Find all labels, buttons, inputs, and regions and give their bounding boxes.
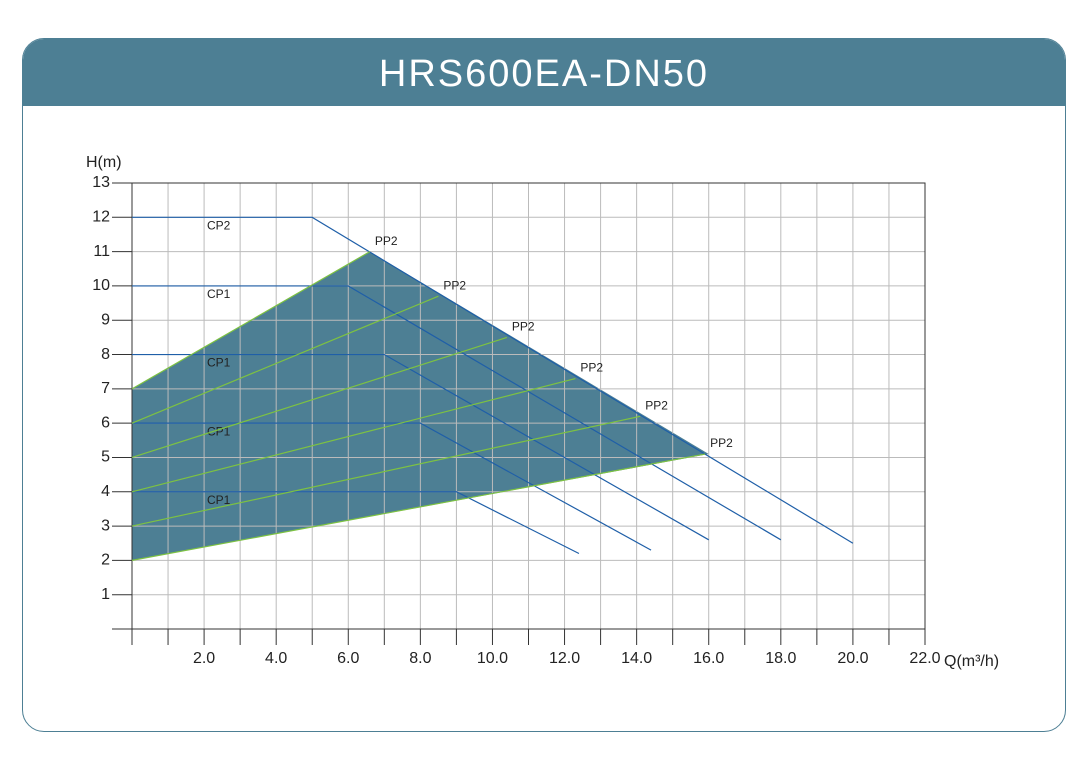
curve-label: PP2 [580, 361, 603, 375]
curve [132, 353, 710, 541]
x-tick-label: 16.0 [693, 650, 724, 667]
x-tick-label: 14.0 [621, 650, 652, 667]
curve-label: CP1 [207, 287, 231, 301]
curve [131, 377, 576, 493]
y-tick-label: 2 [101, 552, 110, 569]
curve [131, 251, 371, 390]
curve [132, 285, 782, 541]
y-tick-label: 3 [101, 517, 110, 534]
curve [131, 415, 641, 527]
y-tick-label: 7 [101, 380, 110, 397]
y-tick-label: 6 [101, 414, 110, 431]
y-tick-label: 8 [101, 346, 110, 363]
curve-label: PP2 [512, 320, 535, 334]
x-tick-label: 20.0 [837, 650, 868, 667]
x-tick-label: 6.0 [337, 650, 359, 667]
x-tick-label: 12.0 [549, 650, 580, 667]
card: HRS600EA-DN50 [22, 38, 1066, 732]
x-tick-label: 22.0 [909, 650, 940, 667]
curve [131, 453, 706, 561]
y-tick-label: 10 [92, 277, 110, 294]
y-tick-label: 11 [93, 243, 110, 260]
curve-label: PP2 [710, 436, 733, 450]
x-tick-label: 18.0 [765, 650, 796, 667]
curve-label: CP1 [207, 493, 231, 507]
y-tick-label: 12 [92, 209, 110, 226]
x-tick-label: 4.0 [265, 650, 287, 667]
y-tick-label: 4 [101, 483, 110, 500]
curve [131, 295, 439, 424]
curve [131, 336, 508, 459]
curve-label: PP2 [645, 398, 668, 412]
curve [132, 491, 580, 555]
curve [132, 422, 652, 551]
chart-title: HRS600EA-DN50 [23, 39, 1065, 106]
curve-label: PP2 [443, 278, 466, 292]
x-tick-label: 10.0 [477, 650, 508, 667]
y-tick-label: 5 [101, 449, 110, 466]
curve [132, 216, 854, 544]
curve-label: PP2 [375, 234, 398, 248]
x-axis-label: Q(m³/h) [944, 653, 999, 670]
x-tick-label: 2.0 [193, 650, 215, 667]
y-tick-label: 1 [101, 586, 110, 603]
curve-label: CP2 [207, 218, 231, 232]
x-tick-label: 8.0 [409, 650, 431, 667]
y-tick-label: 9 [101, 311, 110, 328]
curve-label: CP1 [207, 356, 231, 370]
y-tick-label: 13 [92, 174, 110, 191]
y-axis-label: H(m) [86, 154, 122, 171]
